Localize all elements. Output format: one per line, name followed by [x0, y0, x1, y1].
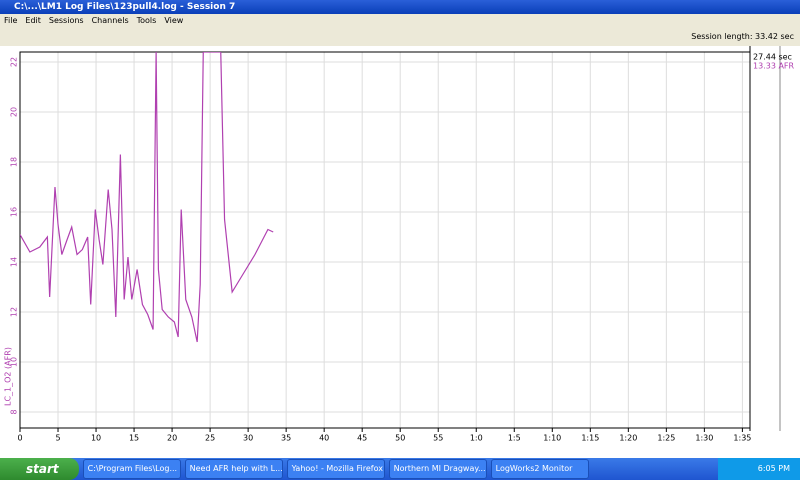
x-tick-label: 15 [129, 434, 139, 443]
x-tick-label: 1:10 [543, 434, 561, 443]
task-button[interactable]: C:\Program Files\Log... [82, 459, 181, 479]
x-tick-label: 10 [91, 434, 101, 443]
x-tick-label: 30 [243, 434, 253, 443]
menu-item[interactable]: Channels [91, 16, 129, 25]
y-tick-label: 20 [10, 107, 19, 117]
task-button[interactable]: Yahoo! - Mozilla Firefox [286, 459, 385, 479]
x-tick-label: 25 [205, 434, 215, 443]
x-tick-label: 5 [55, 434, 60, 443]
start-button[interactable]: start [0, 458, 79, 480]
toolbar: Session length: 33.42 sec [0, 28, 800, 47]
menu-item[interactable]: Tools [136, 16, 157, 25]
menu-item[interactable]: Edit [25, 16, 41, 25]
chart: 27.44 sec 13.33 AFR LC_1_O2 (AFR) 8 10 12 1… [0, 46, 800, 458]
x-tick-label: 0 [17, 434, 22, 443]
y-tick-label: 12 [10, 307, 19, 317]
x-tick-label: 35 [281, 434, 291, 443]
session-length: Session length: 33.42 sec [691, 32, 794, 41]
readout-afr: 13.33 AFR [753, 62, 795, 71]
x-tick-label: 1:35 [733, 434, 751, 443]
menu-bar: File Edit Sessions Channels Tools View [0, 14, 800, 28]
y-tick-label: 14 [10, 257, 19, 267]
y-tick-label: 16 [10, 207, 19, 217]
x-tick-label: 1:15 [581, 434, 599, 443]
taskbar: start C:\Program Files\Log... Need AFR h… [0, 458, 800, 480]
task-button[interactable]: Need AFR help with L... [184, 459, 283, 479]
x-tick-label: 50 [395, 434, 405, 443]
y-tick-label: 10 [10, 357, 19, 367]
plot-frame [19, 51, 751, 429]
x-tick-label: 20 [167, 434, 177, 443]
task-button[interactable]: LogWorks2 Monitor [490, 459, 589, 479]
readout-time: 27.44 sec [753, 53, 792, 62]
task-button[interactable]: Northern MI Dragway... [388, 459, 487, 479]
x-tick-label: 55 [433, 434, 443, 443]
x-tick-label: 1:30 [695, 434, 713, 443]
x-tick-label: 1:25 [657, 434, 675, 443]
x-tick-label: 45 [357, 434, 367, 443]
y-tick-label: 18 [10, 157, 19, 167]
y-tick-label: 22 [10, 57, 19, 67]
x-tick-label: 1:0 [470, 434, 483, 443]
y-tick-label: 8 [10, 409, 19, 414]
menu-item[interactable]: File [4, 16, 18, 25]
y-axis-label: LC_1_O2 (AFR) [4, 347, 13, 406]
x-tick-label: 40 [319, 434, 329, 443]
title-bar: C:\...\LM1 Log Files\123pull4.log - Sess… [0, 0, 800, 14]
menu-item[interactable]: View [164, 16, 184, 25]
x-tick-label: 1:5 [508, 434, 521, 443]
data-line [20, 52, 274, 343]
x-tick-label: 1:20 [619, 434, 637, 443]
menu-item[interactable]: Sessions [48, 16, 84, 25]
clock: 6:05 PM [717, 458, 800, 480]
